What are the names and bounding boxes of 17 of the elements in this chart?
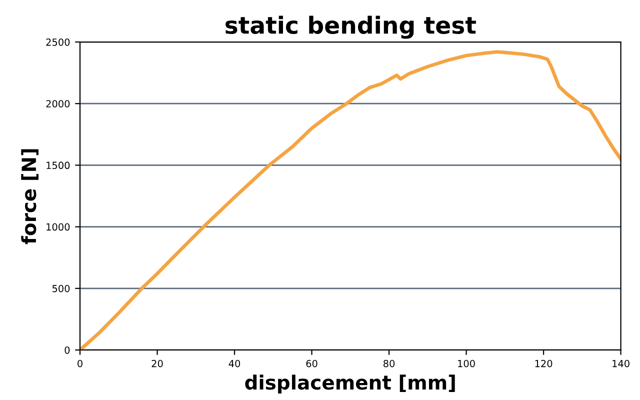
x-tick-label: 0	[78, 360, 82, 368]
y-axis-title: force [N]	[21, 149, 38, 244]
x-tick-label: 140	[612, 360, 630, 368]
chart-title: static bending test	[226, 16, 476, 39]
x-tick-label: 120	[535, 360, 552, 368]
x-tick-label: 40	[228, 360, 240, 368]
y-tick-label: 1000	[46, 223, 70, 231]
y-tick-label: 2500	[46, 38, 70, 46]
x-tick-label: 20	[152, 360, 163, 368]
y-tick-label: 2000	[46, 100, 70, 108]
x-tick-label: 80	[384, 360, 395, 368]
x-axis-title: displacement [mm]	[245, 374, 455, 394]
y-tick-label: 0	[64, 346, 70, 354]
x-tick-label: 60	[306, 360, 318, 368]
y-tick-label: 1500	[46, 162, 70, 170]
y-tick-label: 500	[52, 284, 70, 292]
x-tick-label: 100	[458, 360, 475, 368]
